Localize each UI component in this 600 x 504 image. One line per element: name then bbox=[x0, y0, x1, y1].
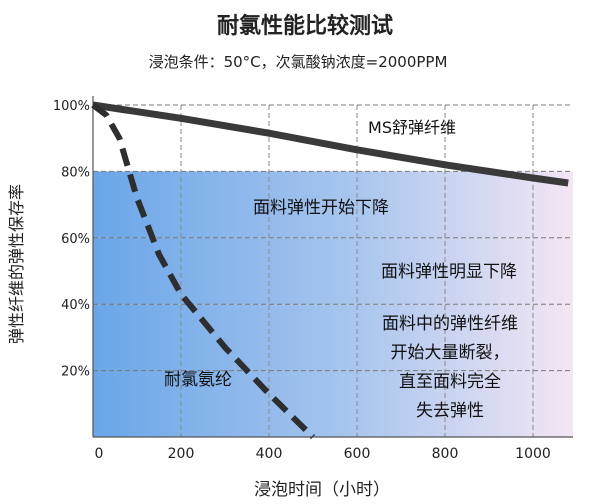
zone-label-2-line: 开始大量断裂， bbox=[391, 343, 510, 363]
series-line-0 bbox=[92, 101, 569, 187]
chart-subtitle: 浸泡条件：50°C，次氯酸钠浓度=2000PPM bbox=[149, 53, 448, 71]
zone-band-0 bbox=[93, 171, 573, 238]
y-tick-label: 20% bbox=[61, 365, 90, 380]
y-tick-label: 100% bbox=[53, 99, 90, 114]
series-label-chlorine: 耐氯氨纶 bbox=[164, 370, 232, 390]
zone-label-1: 面料弹性明显下降 bbox=[381, 262, 517, 282]
y-axis-label: 弹性纤维的弹性保存率 bbox=[7, 184, 26, 344]
ticks-layer: 20% 40% 60% 80% 100% 0 200 400 600 800 1000 bbox=[53, 99, 551, 462]
x-tick-label: 200 bbox=[168, 446, 195, 462]
series-line-1 bbox=[91, 102, 316, 440]
x-tick-label: 0 bbox=[95, 446, 104, 462]
y-tick-label: 40% bbox=[61, 298, 90, 313]
y-tick-label: 60% bbox=[61, 232, 90, 247]
zone-label-0: 面料弹性开始下降 bbox=[253, 198, 389, 218]
y-tick-label: 80% bbox=[61, 165, 90, 180]
x-tick-label: 400 bbox=[256, 446, 283, 462]
chart-title: 耐氯性能比较测试 bbox=[217, 13, 393, 39]
x-tick-label: 600 bbox=[344, 446, 371, 462]
x-tick-label: 1000 bbox=[515, 446, 551, 462]
zone-label-2-line: 失去弹性 bbox=[416, 401, 484, 421]
series-layer bbox=[91, 101, 569, 440]
zone-band-1 bbox=[93, 237, 573, 305]
zone-label-2-line: 直至面料完全 bbox=[399, 372, 501, 392]
series-label-ms: MS舒弹纤维 bbox=[368, 118, 456, 137]
axes-layer bbox=[92, 96, 573, 438]
x-tick-label: 800 bbox=[432, 446, 459, 462]
x-axis-label: 浸泡时间（小时） bbox=[254, 480, 390, 500]
zone-label-2-line: 面料中的弹性纤维 bbox=[382, 314, 518, 334]
